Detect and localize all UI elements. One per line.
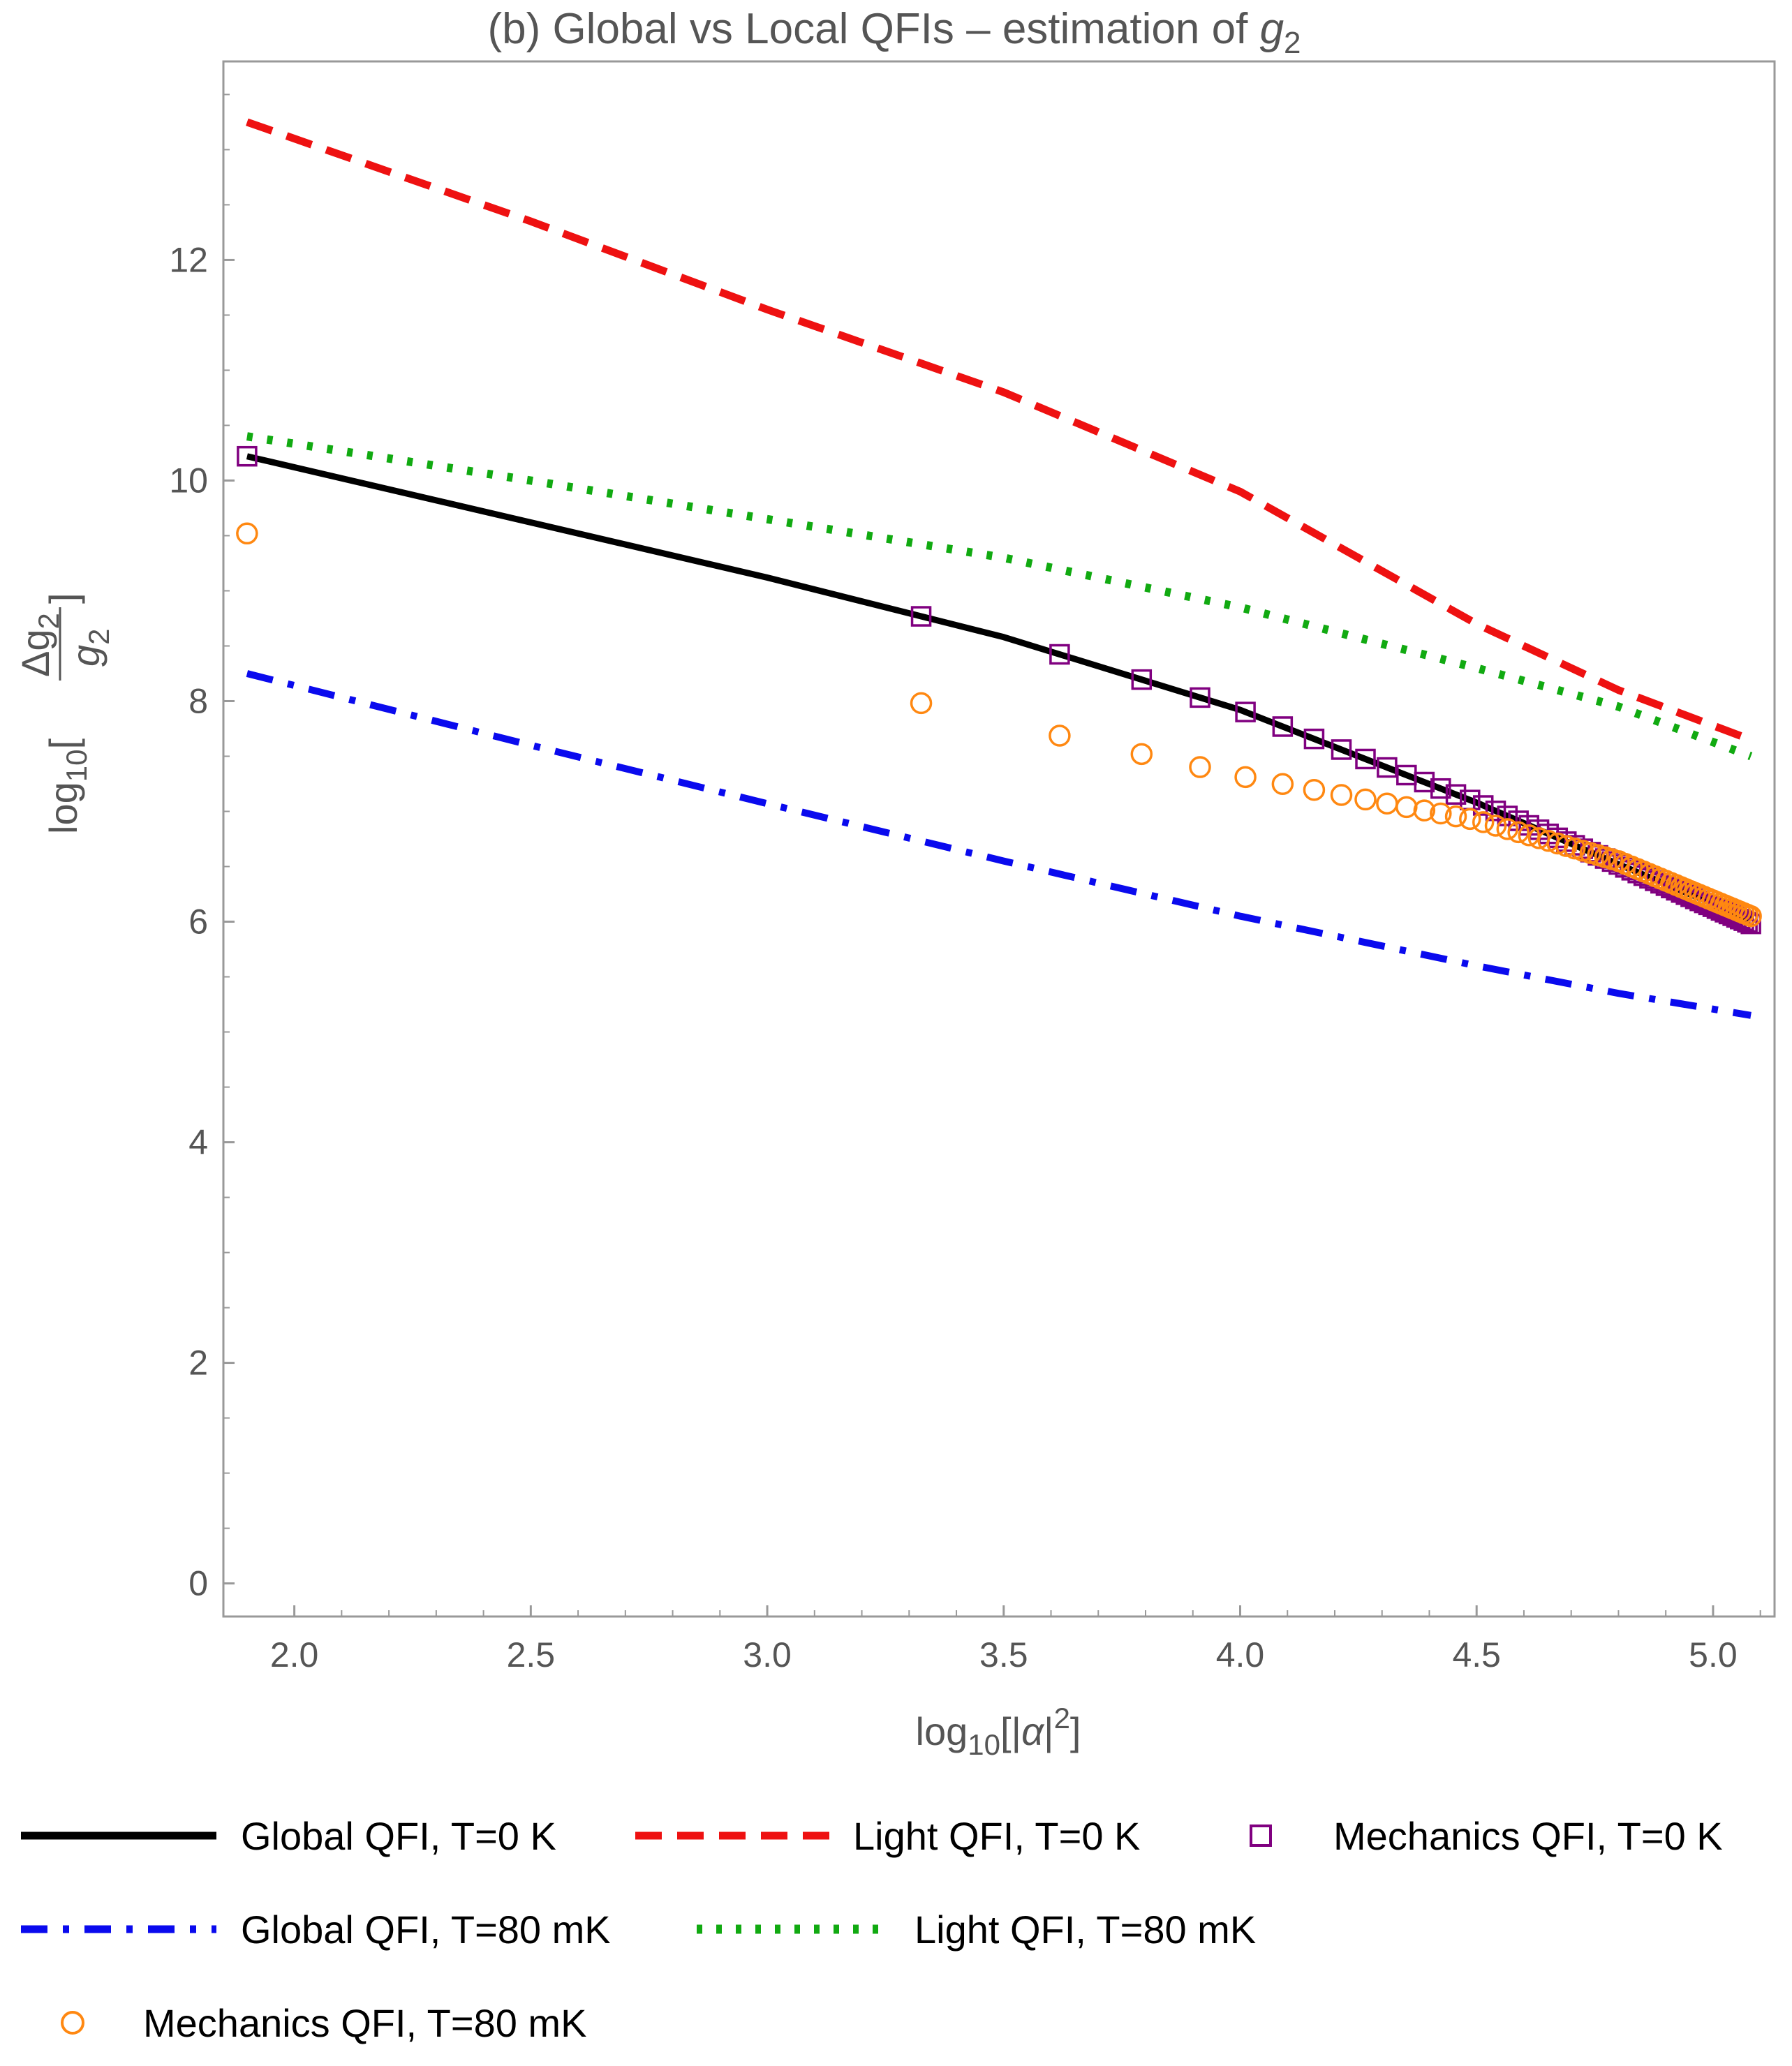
legend-item-light-t80: Light QFI, T=80 mK bbox=[697, 1908, 1256, 1952]
data-point-circle bbox=[1555, 835, 1578, 857]
data-point-square bbox=[1331, 739, 1352, 760]
y-axis-ticks: 0 2 4 6 8 10 12 bbox=[169, 94, 235, 1603]
series-global-qfi-t-80-mk-line bbox=[246, 670, 1752, 1019]
data-point-circle bbox=[1507, 821, 1530, 844]
series-light-qfi-t-0-k-line bbox=[246, 118, 1753, 743]
x-tick-label: 2.5 bbox=[507, 1635, 556, 1674]
legend-swatch-square bbox=[1250, 1825, 1272, 1847]
data-point-circle bbox=[236, 522, 258, 545]
y-tick-label: 4 bbox=[188, 1123, 208, 1162]
data-point-circle bbox=[1518, 824, 1540, 847]
legend-swatch-circle bbox=[61, 2011, 84, 2035]
x-tick-label: 3.0 bbox=[743, 1635, 792, 1674]
legend-item-global-t80: Global QFI, T=80 mK bbox=[21, 1908, 611, 1952]
chart-title: (b) Global vs Local QFIs – estimation of… bbox=[487, 5, 1301, 60]
legend-item-mechanics-t0: Mechanics QFI, T=0 K bbox=[1250, 1814, 1723, 1858]
svg-text:]: ] bbox=[41, 593, 85, 604]
svg-text:Mechanics QFI, T=80 mK: Mechanics QFI, T=80 mK bbox=[143, 2001, 586, 2045]
x-tick-label: 4.0 bbox=[1216, 1635, 1265, 1674]
y-tick-label: 2 bbox=[188, 1344, 208, 1383]
title-var: g bbox=[1260, 5, 1284, 53]
data-point-circle bbox=[1330, 784, 1353, 806]
data-point-circle bbox=[1444, 805, 1467, 828]
svg-text:Light QFI, T=0 K: Light QFI, T=0 K bbox=[853, 1814, 1140, 1858]
plot-frame bbox=[222, 60, 1776, 1618]
data-point-circle bbox=[1376, 792, 1398, 815]
data-point-square bbox=[1190, 687, 1210, 708]
data-point-circle bbox=[1430, 802, 1452, 825]
data-point-square bbox=[1472, 795, 1494, 816]
data-point-square bbox=[1414, 771, 1435, 793]
title-prefix: (b) Global vs Local QFIs – estimation of bbox=[487, 5, 1259, 53]
data-point-circle bbox=[1189, 756, 1211, 778]
data-point-circle bbox=[1740, 905, 1762, 928]
y-tick-label: 8 bbox=[188, 681, 208, 720]
x-tick-label: 2.0 bbox=[270, 1635, 319, 1674]
data-point-circle bbox=[1234, 766, 1257, 789]
data-point-circle bbox=[1395, 796, 1418, 819]
data-point-circle bbox=[1303, 778, 1326, 801]
legend-item-light-t0: Light QFI, T=0 K bbox=[635, 1814, 1140, 1858]
y-axis-title: log10[ Δg2 g2 ] bbox=[13, 593, 115, 834]
y-tick-label: 12 bbox=[169, 240, 208, 279]
svg-text:Light QFI, T=80 mK: Light QFI, T=80 mK bbox=[914, 1908, 1256, 1952]
series-global-qfi-t-0-k-line bbox=[246, 453, 1752, 923]
data-point-square bbox=[1430, 778, 1451, 799]
data-point-square bbox=[237, 445, 258, 467]
data-point-square bbox=[1485, 800, 1506, 822]
data-point-circle bbox=[1484, 815, 1507, 837]
data-point-square bbox=[1445, 784, 1467, 805]
data-point-square bbox=[1303, 728, 1325, 750]
svg-text:Global QFI, T=0 K: Global QFI, T=0 K bbox=[241, 1814, 556, 1858]
data-point-square bbox=[1131, 669, 1153, 690]
data-point-square bbox=[1235, 701, 1256, 722]
svg-text:Global QFI, T=80 mK: Global QFI, T=80 mK bbox=[241, 1908, 611, 1952]
title-sub: 2 bbox=[1284, 26, 1301, 60]
data-point-square bbox=[910, 606, 932, 627]
data-point-square bbox=[1355, 748, 1376, 770]
data-point-circle bbox=[1130, 743, 1153, 766]
legend-item-global-t0: Global QFI, T=0 K bbox=[21, 1814, 556, 1858]
y-tick-label: 10 bbox=[169, 461, 208, 500]
x-tick-label: 5.0 bbox=[1689, 1635, 1738, 1674]
data-point-circle bbox=[910, 692, 933, 715]
series-light-qfi-t-80-mk-line bbox=[246, 432, 1753, 761]
data-point-circle bbox=[1472, 811, 1495, 833]
data-point-circle bbox=[1271, 773, 1294, 796]
svg-text:log10[: log10[ bbox=[41, 738, 93, 834]
x-tick-label: 3.5 bbox=[979, 1635, 1028, 1674]
data-point-circle bbox=[1413, 799, 1436, 822]
data-point-circle bbox=[1496, 818, 1519, 840]
data-point-square bbox=[1377, 757, 1398, 778]
legend-item-mechanics-t80: Mechanics QFI, T=80 mK bbox=[61, 2001, 586, 2045]
x-tick-label: 4.5 bbox=[1452, 1635, 1501, 1674]
data-point-square bbox=[1049, 644, 1070, 665]
svg-text:Mechanics QFI, T=0 K: Mechanics QFI, T=0 K bbox=[1333, 1814, 1723, 1858]
data-point-circle bbox=[1459, 808, 1481, 831]
x-axis-ticks: 2.0 2.5 3.0 3.5 4.0 4.5 5.0 bbox=[270, 1605, 1761, 1674]
x-axis-title: log10[|α|2] bbox=[916, 1702, 1081, 1761]
data-point-circle bbox=[1354, 788, 1377, 811]
y-tick-label: 0 bbox=[188, 1564, 208, 1603]
data-point-square bbox=[1508, 810, 1529, 831]
series-mechanics-qfi-t-80-mk-markers bbox=[236, 522, 1762, 928]
svg-text:g2: g2 bbox=[64, 628, 115, 667]
y-tick-label: 6 bbox=[188, 902, 208, 942]
legend: Global QFI, T=0 K Light QFI, T=0 K Mecha… bbox=[21, 1814, 1723, 2045]
data-point-circle bbox=[1049, 724, 1071, 747]
data-point-square bbox=[1272, 716, 1294, 737]
svg-text:Δg2: Δg2 bbox=[13, 613, 65, 677]
series-layer bbox=[236, 118, 1762, 1019]
